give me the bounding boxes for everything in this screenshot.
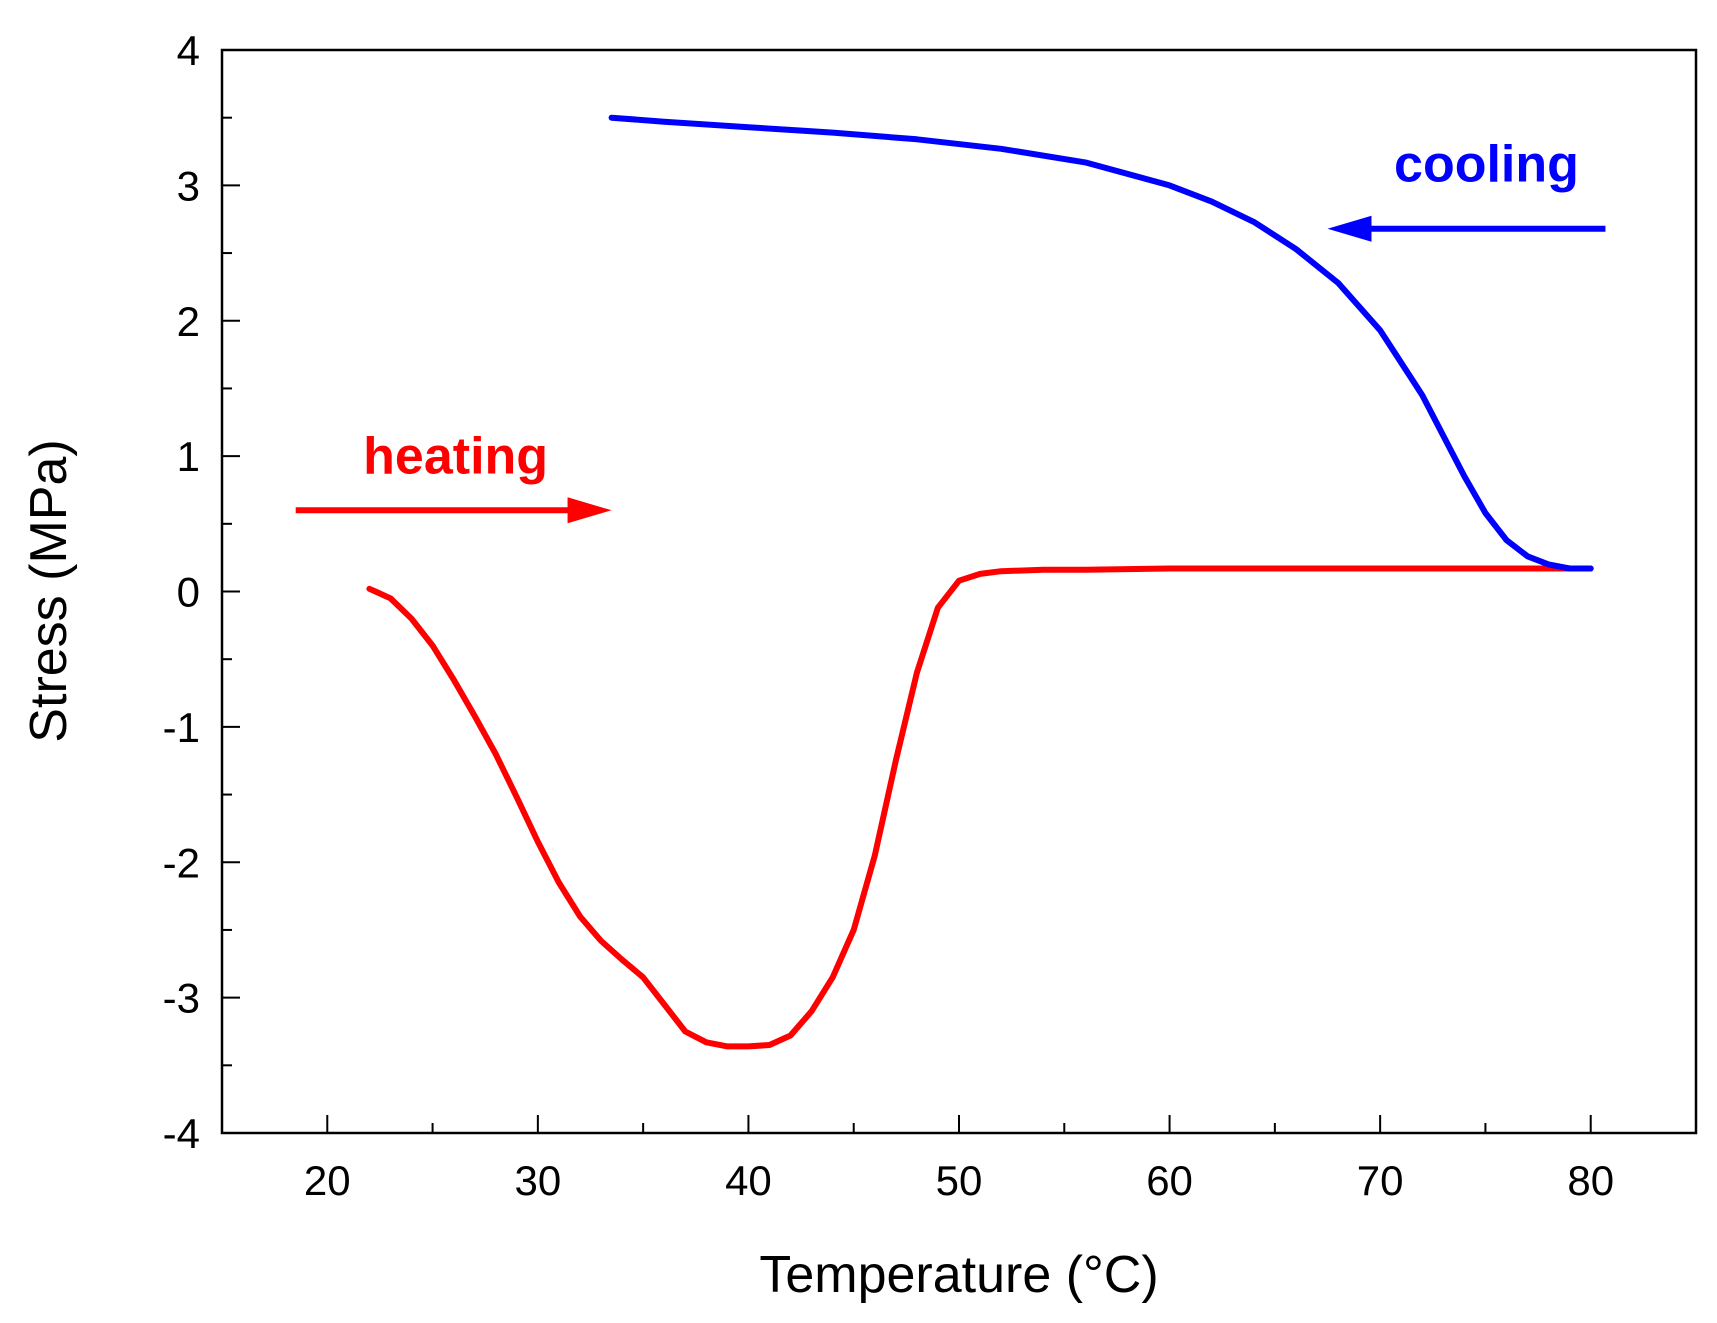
plot-frame: [220, 48, 1698, 1135]
x-tick-label: 80: [1567, 1157, 1614, 1204]
annotation-layer: heating cooling: [295, 136, 1606, 524]
cooling-line: [608, 114, 1594, 572]
y-tick-label: 1: [177, 433, 200, 480]
x-tick-label: 40: [725, 1157, 772, 1204]
x-tick-label: 30: [514, 1157, 561, 1204]
heating-label: heating: [363, 427, 548, 485]
x-tick-label: 20: [304, 1157, 351, 1204]
cooling-label: cooling: [1394, 136, 1579, 194]
series-layer: [366, 114, 1594, 1050]
y-tick-label: 2: [177, 298, 200, 345]
heating-line: [366, 565, 1594, 1050]
y-tick-label: -1: [163, 704, 200, 751]
y-tick-label: 4: [177, 27, 200, 74]
x-tick-label: 50: [936, 1157, 983, 1204]
y-tick-label: 0: [177, 569, 200, 616]
heating-arrow-head: [567, 497, 612, 524]
y-tick-label: -2: [163, 839, 200, 886]
tick-labels: 20 30 40 50 60 70 80 -4 -3 -2 -1 0 1 2 3 4: [163, 27, 1614, 1204]
y-tick-label: -4: [163, 1110, 200, 1157]
x-tick-label: 70: [1357, 1157, 1404, 1204]
y-axis-title: Stress (MPa): [20, 439, 78, 742]
ticks: [222, 49, 1592, 1134]
y-tick-label: -3: [163, 975, 200, 1022]
y-tick-label: 3: [177, 162, 200, 209]
x-tick-label: 60: [1146, 1157, 1193, 1204]
x-axis-title: Temperature (°C): [759, 1246, 1158, 1304]
cooling-arrow-head: [1327, 215, 1372, 242]
